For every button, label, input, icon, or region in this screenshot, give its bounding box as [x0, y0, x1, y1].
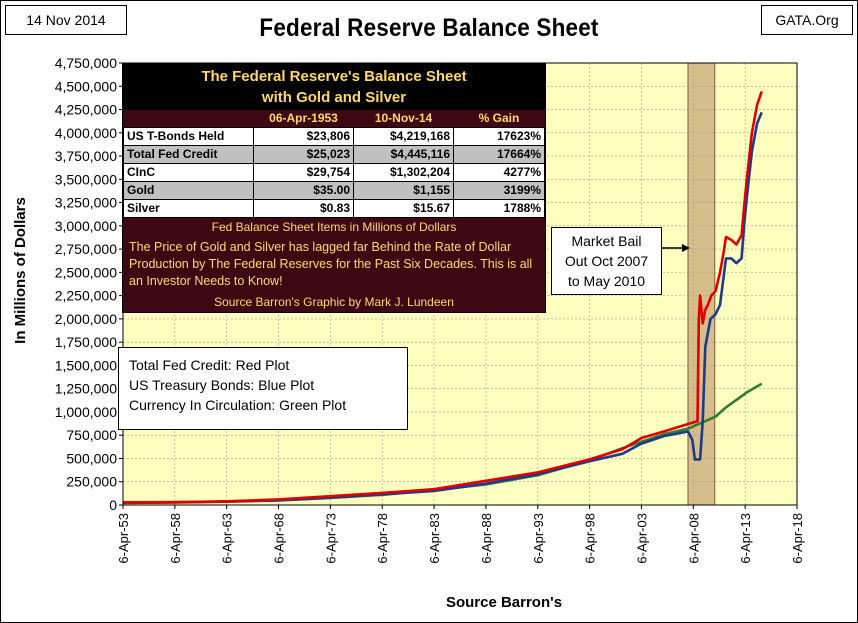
y-tick-label: 1,750,000: [55, 334, 117, 350]
legend-entry-green: Currency In Circulation: Green Plot: [129, 397, 347, 413]
table-row: Total Fed Credit $25,023 $4,445,116 1766…: [123, 144, 545, 164]
table-cell: $15.67: [353, 198, 454, 218]
series-line-us-t-bonds-held: [122, 111, 763, 505]
table-cell: $4,445,116: [353, 144, 454, 164]
y-tick-label: 3,750,000: [55, 148, 117, 164]
y-tick-label: 2,000,000: [55, 311, 117, 327]
x-tick-label: 6-Apr-13: [738, 513, 753, 564]
table-cell: $29,754: [253, 162, 354, 182]
table-row: Silver $0.83 $15.67 1788%: [123, 198, 545, 218]
annotation-line: Market Bail: [571, 233, 642, 249]
y-tick-label: 4,500,000: [55, 78, 117, 94]
table-cell: $0.83: [253, 198, 354, 218]
series-line-total-fed-credit: [122, 90, 763, 504]
x-tick-label: 6-Apr-68: [272, 513, 287, 564]
x-axis-label: Source Barron's: [445, 594, 563, 611]
table-header-cell: 06-Apr-1953: [253, 110, 354, 127]
table-cell: 4277%: [453, 162, 545, 182]
y-tick-label: 3,250,000: [55, 195, 117, 211]
table-cell: 17623%: [453, 126, 545, 146]
x-tick-label: 6-Apr-98: [583, 513, 598, 564]
y-tick-label: 1,250,000: [55, 381, 117, 397]
x-tick-label: 6-Apr-08: [686, 513, 701, 564]
x-tick-label: 6-Apr-63: [220, 513, 235, 564]
bailout-annotation: Market Bail Out Oct 2007 to May 2010: [551, 227, 662, 295]
table-note-message: The Price of Gold and Silver has lagged …: [129, 239, 533, 288]
table-header-cell: [123, 110, 254, 127]
table-cell: CInC: [123, 162, 254, 182]
table-title-line2: with Gold and Silver: [123, 88, 545, 110]
table-cell: 3199%: [453, 180, 545, 200]
y-tick-label: 0: [109, 497, 117, 513]
y-tick-label: 1,500,000: [55, 357, 117, 373]
x-tick-label: 6-Apr-58: [168, 513, 183, 564]
x-tick-label: 6-Apr-78: [375, 513, 390, 564]
y-tick-label: 500,000: [66, 450, 117, 466]
x-tick-label: 6-Apr-53: [116, 513, 131, 564]
table-row: Gold $35.00 $1,155 3199%: [123, 180, 545, 200]
table-cell: $1,155: [353, 180, 454, 200]
y-tick-label: 750,000: [66, 427, 117, 443]
table-cell: $25,023: [253, 144, 354, 164]
table-title-line1: The Federal Reserve's Balance Sheet: [123, 64, 545, 88]
legend-entry-blue: US Treasury Bonds: Blue Plot: [129, 377, 315, 393]
annotation-arrow-head: [682, 244, 690, 252]
x-tick-label: 6-Apr-93: [531, 513, 546, 564]
y-axis-label: In Millions of Dollars: [11, 196, 29, 344]
table-cell: Gold: [123, 180, 254, 200]
table-header-cell: 10-Nov-14: [353, 110, 454, 127]
table-cell: $4,219,168: [353, 126, 454, 146]
annotation-line: to May 2010: [567, 273, 646, 289]
y-tick-label: 250,000: [66, 474, 117, 490]
x-tick-label: 6-Apr-83: [427, 513, 442, 564]
y-tick-label: 4,250,000: [55, 102, 117, 118]
table-note-source: Source Barron's Graphic by Mark J. Lunde…: [214, 294, 454, 309]
y-tick-label: 3,000,000: [55, 218, 117, 234]
y-tick-label: 2,250,000: [55, 288, 117, 304]
table-cell: 1788%: [453, 198, 545, 218]
y-tick-label: 4,750,000: [55, 55, 117, 71]
table-cell: $23,806: [253, 126, 354, 146]
table-cell: 17664%: [453, 144, 545, 164]
table-row: CInC $29,754 $1,302,204 4277%: [123, 162, 545, 182]
x-tick-label: 6-Apr-18: [790, 513, 805, 564]
x-tick-label: 6-Apr-03: [634, 513, 649, 564]
table-row: US T-Bonds Held $23,806 $4,219,168 17623…: [123, 126, 545, 146]
table-header-cell: % Gain: [453, 110, 545, 127]
date-label: 14 Nov 2014: [5, 5, 127, 35]
y-axis-label-wrap: In Millions of Dollars: [8, 120, 32, 420]
legend: Total Fed Credit: Red Plot US Treasury B…: [118, 347, 408, 430]
y-tick-label: 2,750,000: [55, 241, 117, 257]
table-cell: $1,302,204: [353, 162, 454, 182]
table-cell: $35.00: [253, 180, 354, 200]
table-cell: US T-Bonds Held: [123, 126, 254, 146]
y-tick-label: 4,000,000: [55, 125, 117, 141]
table-cell: Silver: [123, 198, 254, 218]
y-tick-label: 2,500,000: [55, 264, 117, 280]
legend-entry-red: Total Fed Credit: Red Plot: [129, 357, 290, 373]
chart-title: Federal Reserve Balance Sheet: [259, 14, 599, 42]
table-cell: Total Fed Credit: [123, 144, 254, 164]
table-header-row: 06-Apr-1953 10-Nov-14 % Gain: [123, 110, 545, 127]
info-table: The Federal Reserve's Balance Sheet with…: [122, 63, 546, 313]
table-note-units: Fed Balance Sheet Items in Millions of D…: [211, 219, 457, 234]
y-tick-label: 3,500,000: [55, 171, 117, 187]
x-tick-label: 6-Apr-88: [479, 513, 494, 564]
data-table: 06-Apr-1953 10-Nov-14 % Gain US T-Bonds …: [123, 110, 545, 218]
y-tick-label: 1,000,000: [55, 404, 117, 420]
x-tick-label: 6-Apr-73: [323, 513, 338, 564]
source-label: GATA.Org: [761, 5, 853, 35]
annotation-line: Out Oct 2007: [564, 253, 649, 269]
